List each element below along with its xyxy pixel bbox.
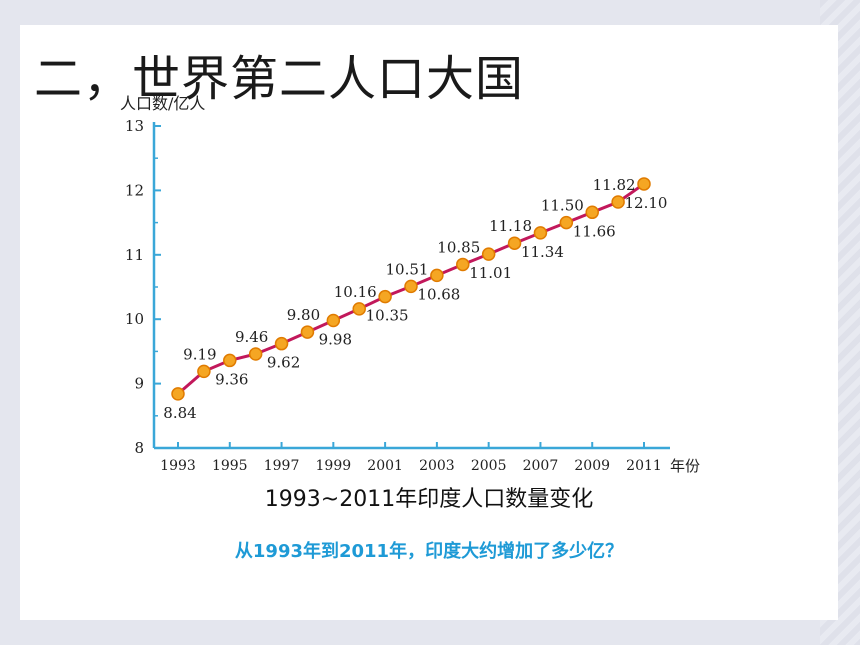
data-point [378,289,392,304]
data-point [171,387,185,401]
data-point [404,279,418,294]
data-label: 12.10 [625,194,668,212]
data-point [326,313,341,328]
data-point [559,215,574,230]
data-label: 10.35 [366,307,409,325]
x-tick-label: 1999 [316,458,352,474]
chart-points [171,177,651,401]
x-tick-label: 1997 [264,458,300,474]
data-label: 11.66 [573,222,616,240]
data-point [585,205,599,220]
x-tick-label: 2009 [574,458,610,474]
chart-data-labels: 8.84 9.19 9.36 9.46 9.62 9.80 9.98 10.16 10.35 10… [163,176,667,422]
data-point [456,257,470,272]
x-tick-label: 2003 [419,458,455,474]
data-point [637,177,651,191]
x-tick-label: 2005 [471,458,507,474]
data-label: 11.50 [541,197,584,215]
data-label: 11.01 [469,264,512,282]
y-tick-label: 10 [125,310,144,328]
data-point [533,226,548,240]
population-line-chart: 8 9 10 11 12 13 1993 1995 1997 1999 2001 2003 2005 20… [120,94,700,475]
x-tick-label: 2001 [367,458,403,474]
y-tick-label: 11 [125,246,144,264]
x-tick-label: 2007 [523,458,559,474]
data-label: 11.18 [489,217,532,235]
data-label: 9.46 [235,328,268,346]
chart-caption: 1993~2011年印度人口数量变化 [264,487,594,512]
y-tick-label: 9 [134,375,144,393]
data-point [507,236,522,250]
data-label: 9.62 [267,354,300,372]
data-label: 11.34 [521,243,564,261]
data-label: 10.16 [334,283,377,301]
x-tick-label: 1993 [160,458,196,474]
chart-ticks: 8 9 10 11 12 13 1993 1995 1997 1999 2001 2003 2005 20… [125,117,662,474]
y-tick-label: 8 [134,439,144,457]
data-label: 10.68 [417,285,460,303]
slide-title: 二，世界第二人口大国 [34,51,525,107]
data-label: 9.98 [319,330,352,348]
data-label: 9.36 [215,370,248,388]
y-tick-label: 13 [125,117,144,135]
data-point [197,364,211,379]
data-point [430,268,444,283]
data-label: 9.19 [183,345,216,363]
data-point [481,247,496,261]
chart-axes [152,122,670,450]
data-label: 11.82 [593,176,636,194]
data-label: 9.80 [287,306,320,324]
x-axis-label: 年份 [670,457,700,475]
y-tick-label: 12 [125,181,144,199]
question-text: 从1993年到2011年，印度大约增加了多少亿？ [234,541,624,562]
slide-canvas: 二，世界第二人口大国 8 9 10 11 12 13 1993 1995 1997 1999 200… [20,25,838,620]
data-point [352,302,366,316]
data-label: 10.51 [386,260,429,278]
y-axis-label: 人口数/亿人 [120,94,205,113]
data-point [300,325,315,339]
data-point [611,195,625,209]
data-point [248,347,263,361]
data-point [223,353,237,368]
data-label: 10.85 [437,238,480,256]
data-point [274,336,289,351]
x-tick-label: 2011 [626,458,662,474]
x-tick-label: 1995 [212,458,248,474]
data-label: 8.84 [163,404,196,422]
